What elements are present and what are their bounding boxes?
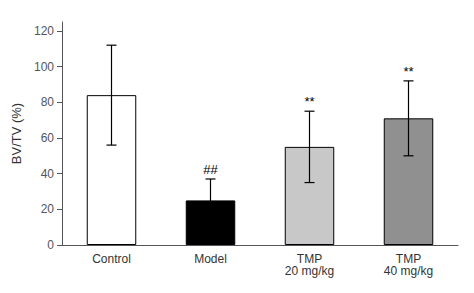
svg-text:##: ## bbox=[203, 162, 218, 177]
svg-text:120: 120 bbox=[34, 24, 54, 38]
svg-text:TMP: TMP bbox=[395, 252, 422, 266]
svg-text:0: 0 bbox=[47, 238, 54, 252]
svg-text:Model: Model bbox=[194, 252, 227, 266]
svg-text:80: 80 bbox=[41, 95, 55, 109]
svg-text:60: 60 bbox=[41, 131, 55, 145]
svg-text:**: ** bbox=[304, 94, 314, 109]
svg-text:20: 20 bbox=[41, 202, 55, 216]
svg-text:20 mg/kg: 20 mg/kg bbox=[285, 264, 334, 278]
svg-text:100: 100 bbox=[34, 60, 54, 74]
svg-text:Control: Control bbox=[92, 252, 131, 266]
svg-text:40 mg/kg: 40 mg/kg bbox=[384, 264, 433, 278]
svg-text:**: ** bbox=[403, 64, 413, 79]
svg-text:40: 40 bbox=[41, 167, 55, 181]
svg-text:TMP: TMP bbox=[296, 252, 323, 266]
svg-text:BV/TV (%): BV/TV (%) bbox=[9, 103, 24, 164]
